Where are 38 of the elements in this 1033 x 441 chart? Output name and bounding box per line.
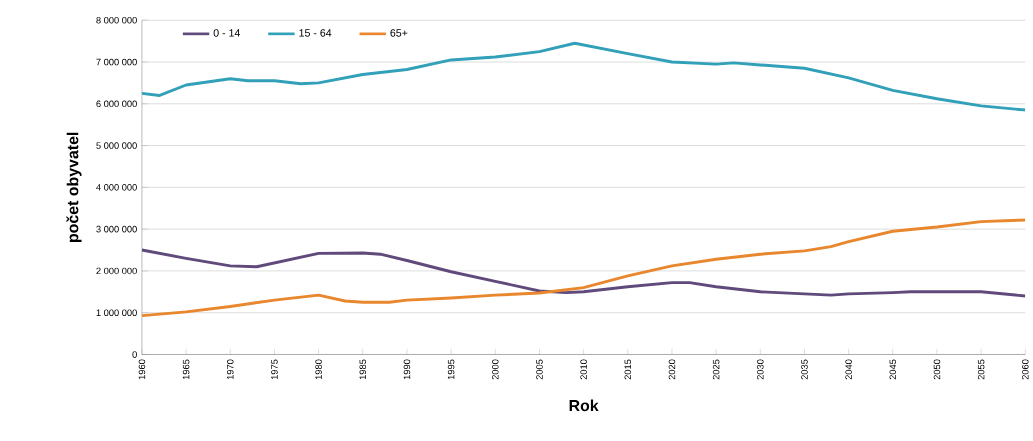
legend-label: 65+ [390,29,408,37]
x-tick-label: 2030 [757,359,764,380]
y-tick-label: 4 000 000 [96,184,137,191]
x-tick-label: 2060 [1022,359,1029,380]
x-tick-label: 1990 [403,359,411,380]
y-tick-label: 8 000 000 [96,17,137,24]
x-axis-title: Rok [569,399,599,412]
x-tick-label: 2000 [492,359,499,380]
legend-label: 15 - 64 [299,29,332,37]
line-series [141,248,1026,298]
x-tick-label: 1970 [226,359,234,380]
x-tick-label: 2035 [801,359,808,380]
line-series [141,218,1026,318]
x-tick-label: 2020 [668,359,676,380]
x-tick-label: 2010 [580,359,587,380]
line-series [141,41,1026,112]
y-tick-label: 0 [132,351,137,358]
x-tick-label: 1985 [359,359,367,380]
x-tick-label: 2050 [933,359,941,380]
x-tick-label: 2025 [712,359,720,380]
x-tick-label: 2045 [889,359,897,380]
y-axis-title: počet obyvatel [66,132,82,243]
y-tick-label: 3 000 000 [96,226,137,233]
y-tick-label: 2 000 000 [96,267,137,275]
y-tick-label: 5 000 000 [96,142,137,150]
y-tick-label: 1 000 000 [96,309,137,317]
x-tick-label: 2005 [536,359,543,380]
x-tick-label: 1960 [138,359,146,380]
x-tick-label: 2015 [624,359,632,380]
y-tick-label: 6 000 000 [96,100,137,108]
x-tick-label: 1965 [182,359,190,380]
x-tick-label: 1995 [447,359,455,380]
x-tick-label: 1975 [271,359,278,380]
x-tick-label: 2055 [977,359,985,380]
y-tick-label: 7 000 000 [96,58,137,66]
x-tick-label: 1980 [315,359,322,380]
legend-label: 0 - 14 [213,29,241,37]
x-tick-label: 2040 [845,359,852,380]
